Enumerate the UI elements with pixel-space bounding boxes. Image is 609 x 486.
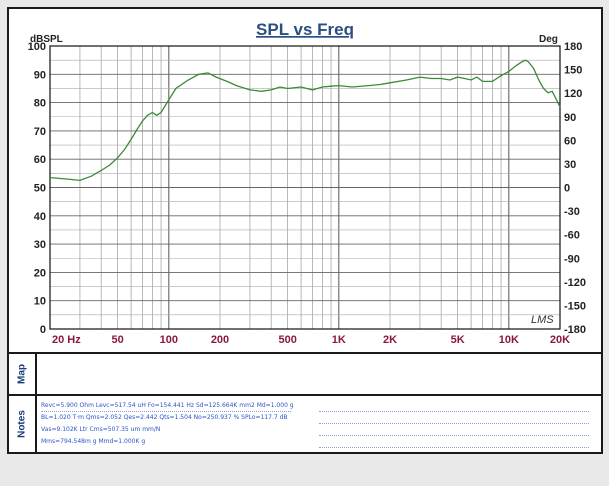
- spl-chart: SPL vs Freq dBSPL Deg 0 10 20 30 40 50 60 70 80 9…: [28, 20, 586, 346]
- map-label-box: Map: [9, 354, 37, 394]
- y-tick-label: 70: [34, 126, 46, 138]
- y-axis-left-ticks: 0 10 20 30 40 50 60 70 80 90 100: [28, 41, 46, 336]
- y-tick-label: 20: [34, 267, 46, 279]
- y2-tick-label: -30: [564, 206, 580, 218]
- y2-tick-label: -150: [564, 300, 586, 312]
- y2-tick-label: -180: [564, 324, 586, 336]
- y2-tick-label: 30: [564, 159, 576, 171]
- note-line-3: Vas=9.102K Ltr Cms=507.35 um mm/N: [41, 426, 161, 433]
- x-tick-label: 20 Hz: [52, 334, 81, 346]
- y-tick-label: 100: [28, 41, 46, 53]
- y-tick-label: 0: [40, 324, 46, 336]
- notes-panel: Notes Revc=5.900 Ohm Levc=517.54 uH Fo=1…: [9, 396, 601, 452]
- x-tick-label: 500: [278, 334, 296, 346]
- y-tick-label: 90: [34, 69, 46, 81]
- note-line-4: Mms=794.548m g Mmd=1.000K g: [41, 438, 146, 445]
- note-line-2: BL=1.020 T·m Qms=2.052 Qes=2.442 Qts=1.5…: [41, 414, 288, 421]
- map-panel: Map: [9, 354, 601, 396]
- y-axis-left-label: dBSPL: [30, 34, 63, 45]
- y2-tick-label: 150: [564, 65, 582, 77]
- x-tick-label: 10K: [499, 334, 519, 346]
- y-tick-label: 50: [34, 183, 46, 195]
- plot-border: [49, 45, 561, 330]
- x-tick-label: 5K: [451, 334, 465, 346]
- y-tick-label: 80: [34, 98, 46, 110]
- note-rule: [319, 447, 589, 448]
- y2-tick-label: -90: [564, 253, 580, 265]
- y2-tick-label: 120: [564, 88, 582, 100]
- y-axis-right-label: Deg: [539, 34, 558, 45]
- y-tick-label: 40: [34, 211, 46, 223]
- y2-tick-label: 180: [564, 41, 582, 53]
- chart-panel: SPL vs Freq dBSPL Deg 0 10 20 30 40 50 60 70 80 9…: [9, 9, 601, 354]
- y-tick-label: 30: [34, 239, 46, 251]
- y2-tick-label: 90: [564, 112, 576, 124]
- y2-tick-label: -120: [564, 277, 586, 289]
- grid: [50, 46, 560, 329]
- x-tick-label: 1K: [332, 334, 346, 346]
- y2-tick-label: 60: [564, 135, 576, 147]
- y-axis-right-ticks: -180 -150 -120 -90 -60 -30 0 30 60 90 120 150 180: [564, 41, 586, 336]
- note-rule: [319, 411, 589, 412]
- note-rule: [41, 411, 291, 412]
- y2-tick-label: 0: [564, 183, 570, 195]
- note-rule: [319, 423, 589, 424]
- x-tick-label: 20K: [550, 334, 570, 346]
- y-tick-label: 60: [34, 154, 46, 166]
- x-tick-label: 2K: [383, 334, 397, 346]
- note-rule: [319, 435, 589, 436]
- notes-label-box: Notes: [9, 396, 37, 452]
- chart-title: SPL vs Freq: [256, 20, 354, 39]
- map-label: Map: [16, 364, 28, 384]
- x-tick-label: 200: [211, 334, 229, 346]
- note-line-1: Revc=5.900 Ohm Levc=517.54 uH Fo=154.441…: [41, 402, 294, 409]
- notes-label: Notes: [16, 410, 28, 438]
- x-tick-label: 100: [160, 334, 178, 346]
- plot-window: SPL vs Freq dBSPL Deg 0 10 20 30 40 50 60 70 80 9…: [7, 7, 603, 454]
- spl-curve: [49, 59, 561, 182]
- x-tick-label: 50: [112, 334, 124, 346]
- lms-watermark: LMS: [531, 314, 554, 326]
- y2-tick-label: -60: [564, 230, 580, 242]
- x-axis-ticks: 20 Hz 50 100 200 500 1K 2K 5K 10K 20K: [52, 334, 570, 346]
- y-tick-label: 10: [34, 296, 46, 308]
